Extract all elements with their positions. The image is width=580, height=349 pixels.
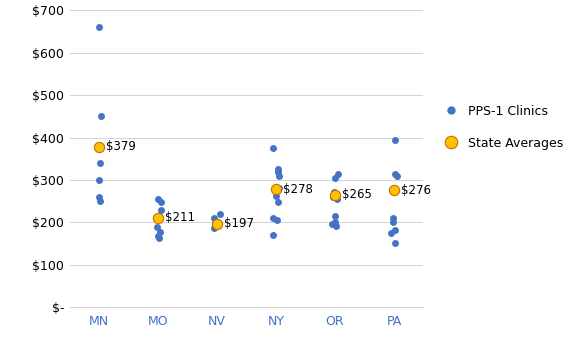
Text: $211: $211: [165, 211, 195, 224]
Point: [273, 170, 282, 175]
Point: [330, 192, 339, 198]
Point: [154, 233, 163, 239]
Point: [95, 177, 104, 183]
Point: [390, 171, 400, 177]
Point: [95, 25, 104, 30]
Text: $278: $278: [283, 183, 313, 196]
Point: [271, 193, 280, 199]
Point: [329, 194, 338, 200]
Point: [389, 187, 398, 193]
Point: [209, 225, 219, 231]
Point: [390, 240, 400, 245]
Point: [157, 207, 166, 213]
Point: [212, 221, 222, 227]
Point: [269, 215, 278, 221]
Legend: PPS-1 Clinics, State Averages: PPS-1 Clinics, State Averages: [433, 100, 568, 155]
Point: [390, 137, 400, 142]
Point: [273, 199, 282, 205]
Point: [331, 219, 340, 224]
Point: [331, 223, 340, 229]
Point: [273, 217, 282, 223]
Point: [269, 232, 278, 238]
Point: [95, 144, 104, 149]
Point: [96, 114, 105, 119]
Point: [153, 224, 162, 229]
Point: [153, 215, 162, 221]
Text: $197: $197: [224, 217, 254, 230]
Text: $276: $276: [401, 184, 431, 196]
Point: [153, 196, 162, 202]
Point: [329, 189, 339, 195]
Point: [334, 171, 343, 177]
Point: [274, 166, 283, 172]
Point: [94, 194, 103, 200]
Point: [330, 213, 339, 219]
Point: [273, 186, 282, 192]
Text: $379: $379: [106, 140, 136, 153]
Point: [268, 146, 277, 151]
Point: [156, 199, 165, 205]
Point: [274, 173, 283, 179]
Point: [389, 220, 398, 225]
Point: [332, 196, 342, 202]
Point: [386, 230, 396, 236]
Point: [96, 198, 105, 204]
Point: [209, 215, 219, 221]
Point: [154, 235, 163, 241]
Point: [331, 175, 340, 181]
Point: [271, 186, 281, 192]
Point: [275, 186, 284, 191]
Point: [391, 227, 400, 233]
Text: $265: $265: [342, 188, 372, 201]
Point: [95, 160, 104, 166]
Point: [388, 215, 397, 221]
Point: [215, 211, 224, 217]
Point: [390, 186, 400, 192]
Point: [155, 229, 165, 235]
Point: [327, 221, 336, 227]
Point: [393, 173, 402, 179]
